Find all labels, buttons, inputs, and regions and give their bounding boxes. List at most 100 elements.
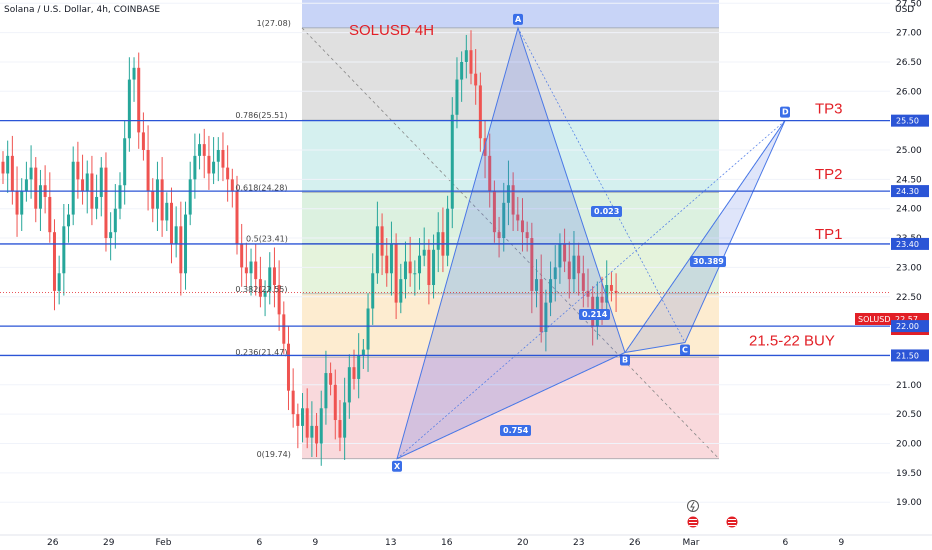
ratio-label: 0.754: [503, 426, 529, 435]
point-a-label: A: [515, 15, 522, 24]
candle-body: [315, 425, 319, 444]
candle-body: [352, 367, 356, 379]
point-x-label: X: [394, 462, 401, 471]
candle-body: [179, 226, 183, 274]
candle-body: [202, 144, 206, 156]
level-tag: [891, 349, 929, 362]
y-tick-label: 22.50: [896, 293, 922, 303]
candle-body: [137, 67, 141, 133]
point-c-label: C: [682, 346, 688, 355]
candle-body: [155, 179, 159, 209]
candle-body: [310, 425, 314, 438]
fib-labels: 1(27.08) 0.786(25.51) 0.618(24.28) 0.5(23.4…: [235, 19, 290, 459]
candle-body: [366, 308, 370, 350]
event-icons: [687, 500, 738, 528]
y-tick-label: 21.00: [896, 381, 922, 391]
candle-body: [258, 279, 262, 297]
currency-label: USD: [895, 5, 914, 15]
candle-body: [525, 232, 529, 239]
fib-level-label: 1(27.08): [257, 19, 291, 28]
candle-body: [226, 167, 230, 180]
candle-body: [132, 67, 136, 80]
xd-line: [396, 120, 786, 460]
candle-body: [76, 161, 80, 180]
candle-body: [48, 196, 52, 233]
level-tag-label: 22.00: [896, 322, 919, 331]
candle-body: [497, 232, 501, 239]
level-tag-label: 24.30: [896, 187, 919, 196]
y-tick-label: 20.50: [896, 410, 922, 420]
point-d-marker: [780, 106, 790, 118]
x-tick-label: Feb: [156, 538, 172, 548]
candle-body: [81, 179, 85, 192]
candles: [1, 30, 618, 466]
candle-body: [67, 214, 71, 227]
fib-level-label: 0.786(25.51): [235, 111, 287, 120]
candle-body: [268, 267, 272, 291]
candle-body: [230, 179, 234, 192]
candle-body: [600, 296, 604, 303]
candle-body: [216, 150, 220, 162]
y-tick-label: 20.00: [896, 440, 922, 450]
ratio-badge: [690, 256, 726, 267]
x-tick-label: 13: [385, 538, 396, 548]
zone-fib-1: [302, 27, 719, 121]
candle-body: [563, 243, 567, 262]
candle-body: [408, 261, 412, 274]
candle-body: [516, 214, 520, 221]
candle-body: [113, 208, 117, 233]
candle-body: [333, 384, 337, 421]
candle-body: [127, 79, 131, 139]
candle-body: [544, 302, 548, 332]
candle-body: [24, 179, 28, 192]
candle-body: [282, 314, 286, 344]
candle-body: [343, 402, 347, 438]
level-annotation: 21.5-22 BUY: [749, 332, 835, 349]
point-d-label: D: [782, 108, 789, 117]
candle-body: [474, 73, 478, 86]
fib-level-label: 0.5(23.41): [246, 234, 288, 243]
candle-body: [511, 185, 515, 215]
candle-body: [109, 232, 113, 239]
lightning-icon[interactable]: [687, 500, 699, 512]
candle-body: [62, 226, 66, 274]
candle-body: [141, 132, 145, 150]
candle-body: [146, 150, 150, 192]
candle-body: [347, 367, 351, 403]
candle-body: [394, 243, 398, 303]
candle-body: [329, 373, 333, 385]
x-tick-label: 6: [783, 538, 789, 548]
zone-top: [302, 0, 719, 28]
fib-level-label: 0(19.74): [257, 450, 291, 459]
point-c-marker: [680, 344, 690, 356]
candle-body: [371, 273, 375, 309]
candle-body: [174, 226, 178, 244]
candle-body: [1, 161, 5, 174]
candle-body: [296, 414, 300, 426]
y-tick-label: 26.00: [896, 87, 922, 97]
candle-body: [535, 279, 539, 291]
candle-body: [450, 114, 454, 209]
y-tick-label: 27.00: [896, 29, 922, 39]
candle-body: [221, 150, 225, 168]
chart-header-title: Solana / U.S. Dollar, 4h, COINBASE: [4, 5, 160, 15]
candle-body: [520, 220, 524, 233]
candle-body: [605, 285, 609, 303]
candle-body: [71, 161, 75, 215]
candle-body: [188, 179, 192, 215]
candle-body: [95, 196, 99, 209]
level-tag-label: 25.50: [896, 117, 919, 126]
level-tag: [891, 320, 929, 333]
candle-body: [263, 290, 267, 297]
candle-body: [357, 355, 361, 379]
fib-level-label: 0.618(24.28): [235, 183, 287, 192]
point-x-marker: [392, 460, 402, 472]
candle-body: [502, 202, 506, 239]
candle-body: [413, 273, 417, 275]
candle-body: [464, 50, 468, 62]
candle-body: [567, 261, 571, 280]
candle-body: [272, 267, 276, 286]
ratio-label: 30.389: [693, 257, 724, 266]
candle-body: [151, 191, 155, 209]
